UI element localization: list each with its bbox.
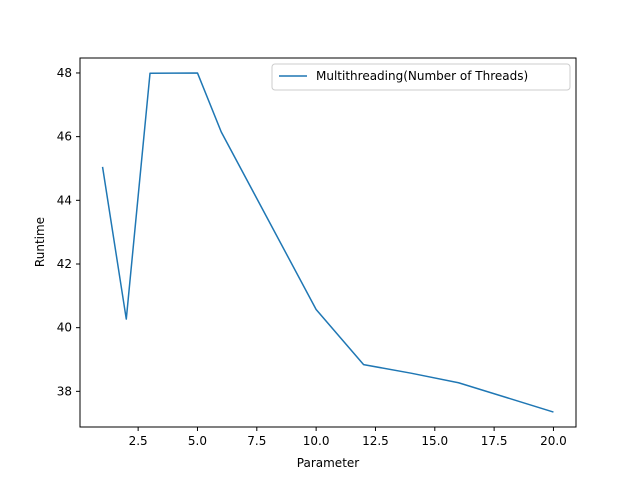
x-axis-label: Parameter: [297, 456, 359, 470]
y-axis-label: Runtime: [33, 217, 47, 267]
y-tick-label: 48: [57, 66, 72, 80]
x-tick-label: 12.5: [362, 434, 389, 448]
x-tick-label: 2.5: [129, 434, 148, 448]
series-lines: [101, 72, 554, 413]
x-tick-label: 5.0: [188, 434, 207, 448]
x-tick-label: 15.0: [421, 434, 448, 448]
y-tick-label: 38: [57, 384, 72, 398]
x-tick-label: 20.0: [540, 434, 567, 448]
x-tick-label: 10.0: [303, 434, 330, 448]
x-tick-label: 7.5: [247, 434, 266, 448]
axis-ticks: 2.5 5.0 7.5 10.0 12.5 15.0 17.5 20.0 38 40 42 44 46 4…: [57, 66, 567, 448]
legend-label: Multithreading(Number of Threads): [316, 69, 528, 83]
series-line: [101, 72, 554, 413]
plot-frame: [79, 57, 577, 428]
y-tick-label: 44: [57, 193, 72, 207]
x-tick-label: 17.5: [481, 434, 508, 448]
legend-box: [271, 63, 571, 91]
y-tick-label: 46: [57, 130, 72, 144]
legend: Multithreading(Number of Threads): [271, 63, 571, 91]
y-tick-label: 40: [57, 321, 72, 335]
y-tick-label: 42: [57, 257, 72, 271]
